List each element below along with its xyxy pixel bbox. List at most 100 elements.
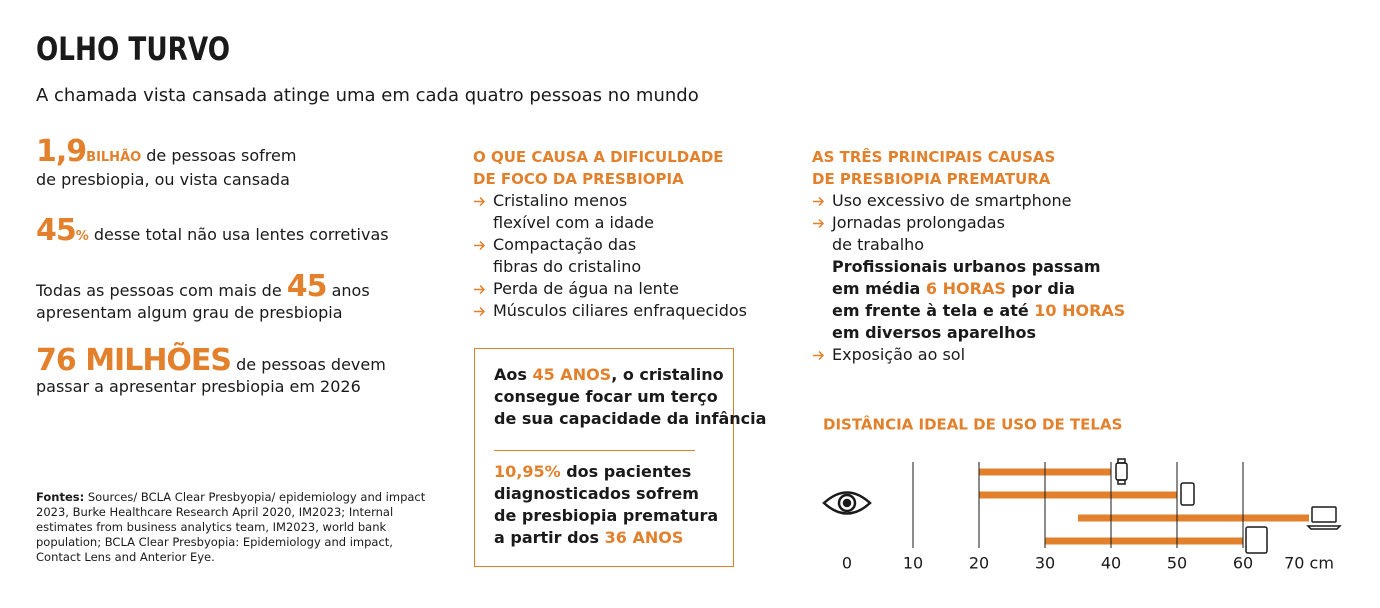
text-line: 45% desse total não usa lentes corretiva… (36, 216, 389, 248)
text-line: Músculos ciliares enfraquecidos (493, 300, 747, 322)
text-line: Uso excessivo de smartphone (832, 190, 1125, 212)
list-item: Compactação das fibras do cristalino (473, 234, 747, 278)
section-heading: DE PRESBIOPIA PREMATURA (812, 170, 1051, 188)
divider (494, 450, 695, 451)
text-line: flexível com a idade (493, 212, 747, 234)
list-item: Jornadas prolongadas de trabalho Profissio… (812, 212, 1125, 344)
sources: Fontes: Sources/ BCLA Clear Presbyopia/ … (36, 490, 436, 565)
text-run: passar a apresentar presbiopia em 2026 (36, 377, 361, 396)
section-heading: AS TRÊS PRINCIPAIS CAUSAS (812, 148, 1056, 166)
text-run: diagnosticados sofrem (494, 484, 699, 503)
text-line: de presbiopia prematura (494, 505, 718, 527)
arrow (474, 306, 486, 317)
text-line: de presbiopia, ou vista cansada (36, 169, 296, 191)
text-run: flexível com a idade (493, 213, 654, 232)
text-run: 10 HORAS (1034, 301, 1126, 320)
list-item: Perda de água na lente (473, 278, 747, 300)
text-run: de presbiopia prematura (494, 506, 719, 525)
eye-icon (822, 491, 872, 515)
section-heading: DE FOCO DA PRESBIOPIA (473, 170, 684, 188)
text-run: de sua capacidade da infância (494, 409, 767, 428)
section-heading: O QUE CAUSA A DIFICULDADE (473, 148, 724, 166)
x-tick-label: 70 cm (1284, 554, 1334, 573)
text-run: 45 (36, 213, 77, 248)
text-line: em diversos aparelhos (832, 322, 1125, 344)
text-run: 45 (286, 269, 328, 304)
text-run: , o cristalino (611, 365, 724, 384)
text-line: Cristalino menos (493, 190, 747, 212)
x-tick-label: 20 (969, 554, 989, 573)
text-run: Cristalino menos (493, 191, 628, 210)
text-run: Profissionais urbanos passam (832, 257, 1101, 276)
text-run: fibras do cristalino (493, 257, 642, 276)
chart-title: DISTÂNCIA IDEAL DE USO DE TELAS (823, 415, 1122, 434)
range-bar (979, 491, 1177, 499)
text-run: Jornadas prolongadas (832, 213, 1005, 232)
subtitle: A chamada vista cansada atinge uma em ca… (36, 85, 699, 106)
text-run: de trabalho (832, 235, 925, 254)
text-line: fibras do cristalino (493, 256, 747, 278)
text-run: em diversos aparelhos (832, 323, 1036, 342)
text-run: Uso excessivo de smartphone (832, 191, 1072, 210)
callout: 10,95% dos pacientes diagnosticados sofre… (494, 461, 718, 549)
text-run: em frente à tela e até (832, 301, 1035, 320)
text-line: Todas as pessoas com mais de 45 anos (36, 272, 370, 302)
text-run: Músculos ciliares enfraquecidos (493, 301, 747, 320)
arrow (474, 240, 486, 251)
range-bar (1045, 537, 1243, 545)
text-line: em média 6 HORAS por dia (832, 278, 1125, 300)
text-line: consegue focar um terço (494, 386, 766, 408)
tablet-icon (1245, 526, 1268, 554)
laptop-icon (1306, 506, 1342, 530)
arrow (474, 196, 486, 207)
text-run: de pessoas sofrem (141, 146, 297, 165)
text-line: Compactação das (493, 234, 747, 256)
text-line: Aos 45 ANOS, o cristalino (494, 364, 766, 386)
text-run: dos pacientes (560, 462, 692, 481)
watch-icon (1115, 458, 1128, 485)
text-run: em média (832, 279, 926, 298)
sources-label: Fontes: (36, 490, 85, 504)
premature-causes: AS TRÊS PRINCIPAIS CAUSAS DE PRESBIOPIA P… (812, 146, 1125, 366)
text-run: 10,95% (494, 462, 561, 481)
text-line: Exposição ao sol (832, 344, 1125, 366)
text-run: desse total não usa lentes corretivas (88, 225, 389, 244)
text-run: apresentam algum grau de presbiopia (36, 303, 343, 322)
text-run: 76 MILHÕES (36, 343, 232, 378)
text-run: 6 HORAS (925, 279, 1006, 298)
text-run: 1,9 (36, 134, 87, 169)
text-run: 36 ANOS (604, 528, 684, 547)
list-item: Uso excessivo de smartphone (812, 190, 1125, 212)
text-line: 1,9BILHÃO de pessoas sofrem (36, 137, 297, 169)
text-line: passar a apresentar presbiopia em 2026 (36, 376, 386, 398)
arrow (813, 196, 825, 207)
text-line: Jornadas prolongadas (832, 212, 1125, 234)
arrow (474, 284, 486, 295)
fact: 76 MILHÕES de pessoas devem passar a apre… (36, 346, 386, 398)
fact: 45% desse total não usa lentes corretiva… (36, 216, 389, 248)
fact: Todas as pessoas com mais de 45 anos apre… (36, 272, 370, 324)
text-run: Perda de água na lente (493, 279, 679, 298)
x-tick-label: 30 (1035, 554, 1055, 573)
x-tick-label: 40 (1101, 554, 1121, 573)
text-run: consegue focar um terço (494, 387, 718, 406)
causes: O QUE CAUSA A DIFICULDADE DE FOCO DA PRES… (473, 146, 747, 322)
text-run: de presbiopia, ou vista cansada (36, 170, 290, 189)
callout-box (474, 348, 734, 567)
x-tick-label: 0 (842, 554, 852, 573)
text-run: a partir dos (494, 528, 605, 547)
text-line: 76 MILHÕES de pessoas devem (36, 346, 386, 376)
sources-text: Sources/ BCLA Clear Presbyopia/ epidemio… (36, 490, 426, 564)
text-line: diagnosticados sofrem (494, 483, 718, 505)
text-line: a partir dos 36 ANOS (494, 527, 718, 549)
text-run: 45 ANOS (532, 365, 612, 384)
list-item: Cristalino menos flexível com a idade (473, 190, 747, 234)
phone-icon (1180, 482, 1195, 506)
text-run: % (75, 229, 89, 244)
text-line: de trabalho (832, 234, 1125, 256)
list-item: Exposição ao sol (812, 344, 1125, 366)
text-run: Aos (494, 365, 533, 384)
callout: Aos 45 ANOS, o cristalino consegue focar … (494, 364, 766, 430)
text-line: em frente à tela e até 10 HORAS (832, 300, 1125, 322)
text-run: Compactação das (493, 235, 637, 254)
